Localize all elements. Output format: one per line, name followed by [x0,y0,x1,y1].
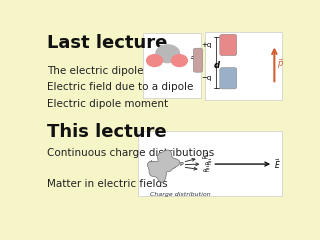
FancyBboxPatch shape [138,131,282,196]
Text: This lecture: This lecture [47,123,167,141]
Text: $\simeq$: $\simeq$ [187,51,199,60]
Text: +q: +q [201,42,212,48]
FancyBboxPatch shape [205,32,282,100]
Text: Electric field due to a dipole: Electric field due to a dipole [47,82,194,92]
FancyBboxPatch shape [143,33,201,98]
Text: Continuous charge distributions: Continuous charge distributions [47,148,215,158]
Text: $d\vec{E}$: $d\vec{E}$ [202,165,211,175]
Text: −q: −q [201,75,212,81]
Text: r: r [173,164,175,169]
Text: d: d [213,61,220,70]
Text: r: r [171,160,173,165]
Text: $\vec{p}$: $\vec{p}$ [277,57,284,71]
Text: $d\vec{E}$: $d\vec{E}$ [204,158,212,168]
Text: $d\vec{E}$: $d\vec{E}$ [201,152,210,162]
FancyBboxPatch shape [220,68,237,89]
Text: dq: dq [152,166,158,171]
Text: −: − [225,74,232,83]
Text: dq: dq [156,171,162,176]
FancyBboxPatch shape [193,48,203,72]
FancyBboxPatch shape [220,34,237,56]
Text: The electric dipole: The electric dipole [47,66,144,76]
Text: Electric dipole moment: Electric dipole moment [47,99,169,109]
Text: $\vec{E}$: $\vec{E}$ [274,157,281,171]
Text: Charge distribution: Charge distribution [150,192,211,197]
Polygon shape [148,150,180,182]
Text: P: P [179,162,183,167]
Text: +: + [225,41,232,50]
Circle shape [156,45,180,63]
Circle shape [147,55,163,66]
Text: Last lecture: Last lecture [47,34,168,52]
Circle shape [172,55,187,66]
Text: dq: dq [149,160,155,165]
Text: Matter in electric fields: Matter in electric fields [47,180,168,189]
